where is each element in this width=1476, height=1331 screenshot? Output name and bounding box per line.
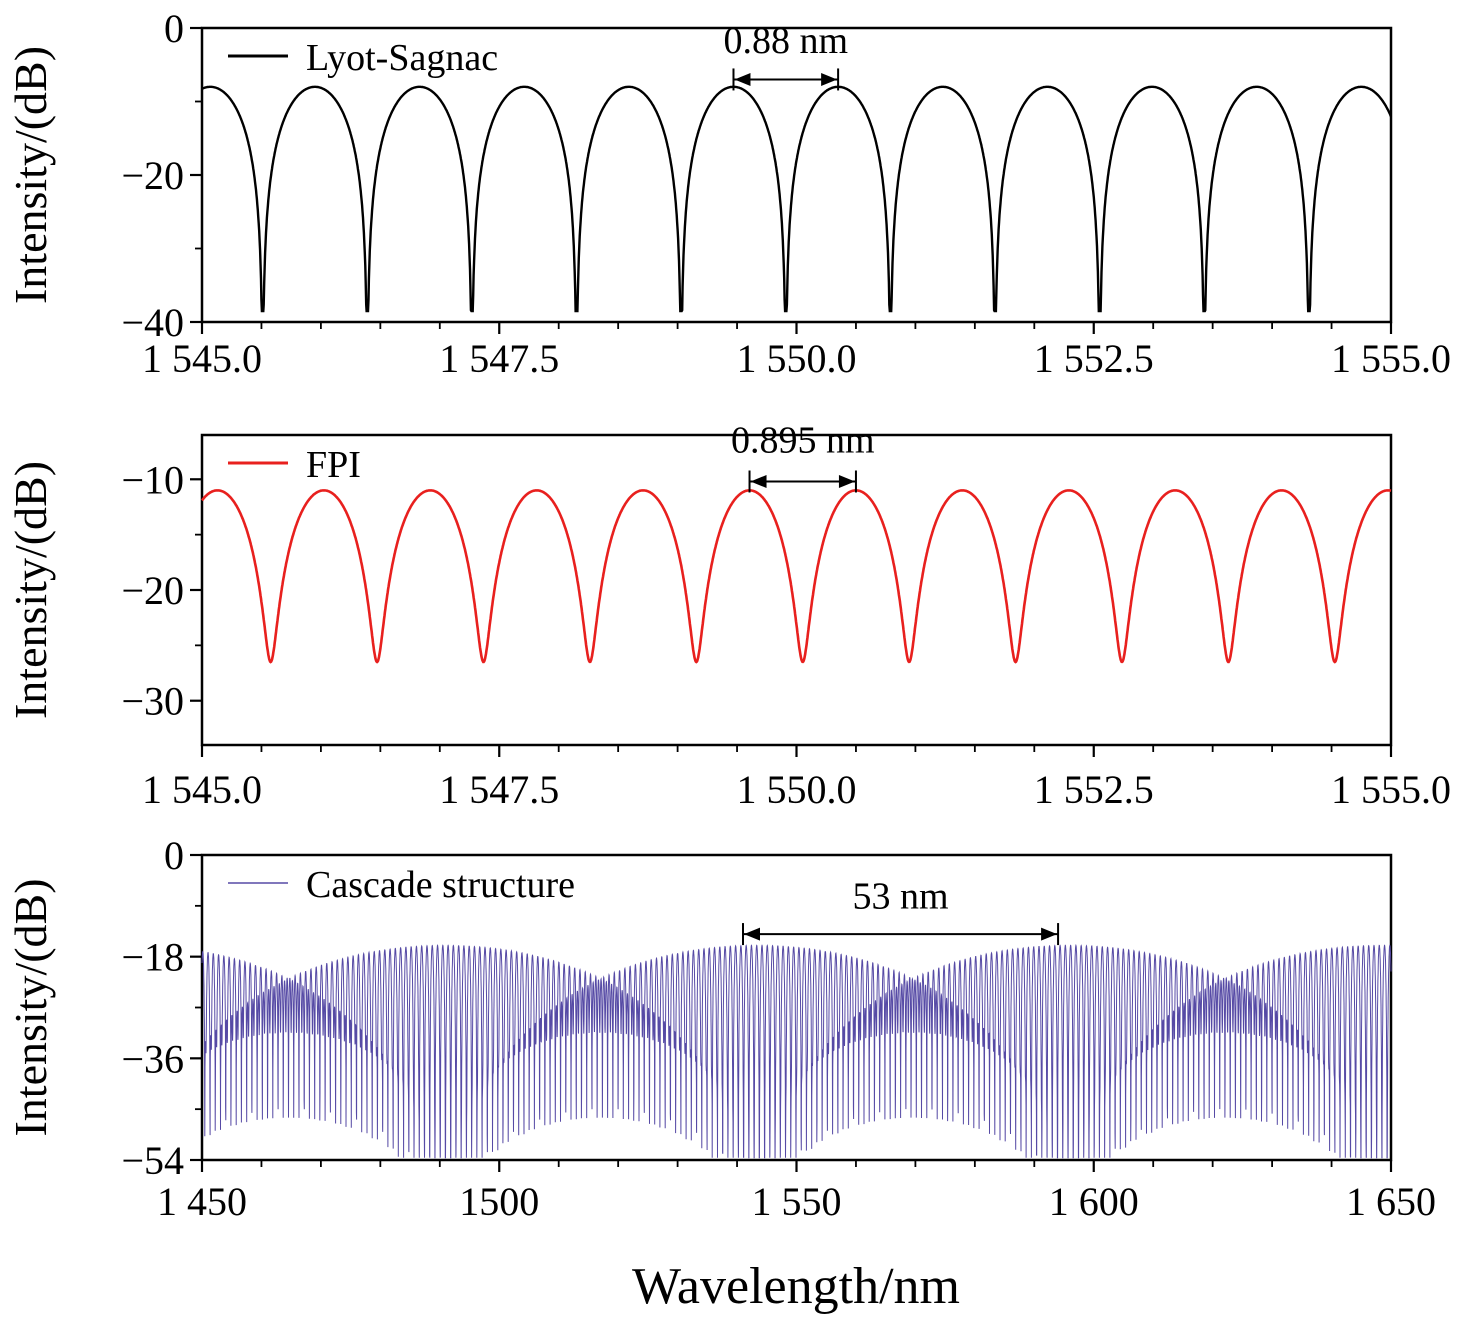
arrowhead-left <box>750 475 767 488</box>
y-tick-label: 0 <box>164 833 184 878</box>
x-tick-label: 1 650 <box>1346 1179 1436 1224</box>
annotation-text: 0.88 nm <box>724 20 849 62</box>
x-tick-label: 1 600 <box>1049 1179 1139 1224</box>
x-tick-label: 1 550.0 <box>737 336 857 381</box>
arrowhead-left <box>734 72 751 86</box>
panel-fpi: 1 545.0 1 547.5 1 550.0 1 552.5 1 555.0 −10 −2… <box>5 420 1451 812</box>
y-tick-label: −20 <box>121 153 184 198</box>
curve-fpi <box>201 489 1392 664</box>
curve-lyot-sagnac <box>201 85 1393 313</box>
x-tick-label: 1 550 <box>752 1179 842 1224</box>
arrowhead-right <box>1041 927 1058 941</box>
arrowhead-right <box>838 475 855 488</box>
y-axis-label: Intensity/(dB) <box>5 46 56 304</box>
x-tick-label: 1 545.0 <box>142 767 262 812</box>
x-tick-label: 1 545.0 <box>142 336 262 381</box>
x-tick-label: 1 555.0 <box>1331 767 1451 812</box>
x-axis-title: Wavelength/nm <box>632 1258 960 1315</box>
annotation-text: 0.895 nm <box>731 420 875 462</box>
fsr-annotation: 0.88 nm <box>724 20 849 91</box>
legend-label: Lyot-Sagnac <box>306 37 498 79</box>
x-tick-label: 1 547.5 <box>439 767 559 812</box>
y-tick-label: −54 <box>121 1138 184 1183</box>
y-tick-label: −40 <box>121 300 184 345</box>
y-axis-label: Intensity/(dB) <box>5 878 56 1136</box>
x-tick-label: 1 555.0 <box>1331 336 1451 381</box>
legend-label: Cascade structure <box>306 864 575 906</box>
legend: Lyot-Sagnac <box>228 37 498 79</box>
fsr-annotation: 53 nm <box>741 876 1060 946</box>
annotation-text: 53 nm <box>853 876 949 918</box>
legend: Cascade structure <box>228 864 575 906</box>
y-tick-label: 0 <box>164 6 184 51</box>
y-tick-label: −10 <box>121 457 184 502</box>
y-tick-label: −36 <box>121 1036 184 1081</box>
y-tick-label: −30 <box>121 679 184 724</box>
panel-cascade: 1 450 1500 1 550 1 600 1 650 0 −18 −36 −54 Intens… <box>5 833 1436 1224</box>
y-axis-label: Intensity/(dB) <box>5 461 56 719</box>
x-tick-label: 1 552.5 <box>1034 336 1154 381</box>
x-tick-label: 1500 <box>459 1179 539 1224</box>
curve-cascade-structure <box>201 943 1392 1159</box>
arrowhead-left <box>743 927 760 941</box>
arrowhead-right <box>821 72 838 86</box>
legend: FPI <box>228 444 361 486</box>
x-tick-label: 1 552.5 <box>1034 767 1154 812</box>
x-tick-label: 1 450 <box>157 1179 247 1224</box>
y-tick-label: −18 <box>121 935 184 980</box>
panel-lyot-sagnac: 1 545.0 1 547.5 1 550.0 1 552.5 1 555.0 0 −20 −… <box>5 6 1451 381</box>
legend-label: FPI <box>306 444 361 486</box>
y-tick-label: −20 <box>121 568 184 613</box>
x-tick-label: 1 547.5 <box>439 336 559 381</box>
fsr-annotation: 0.895 nm <box>731 420 875 493</box>
x-tick-label: 1 550.0 <box>737 767 857 812</box>
